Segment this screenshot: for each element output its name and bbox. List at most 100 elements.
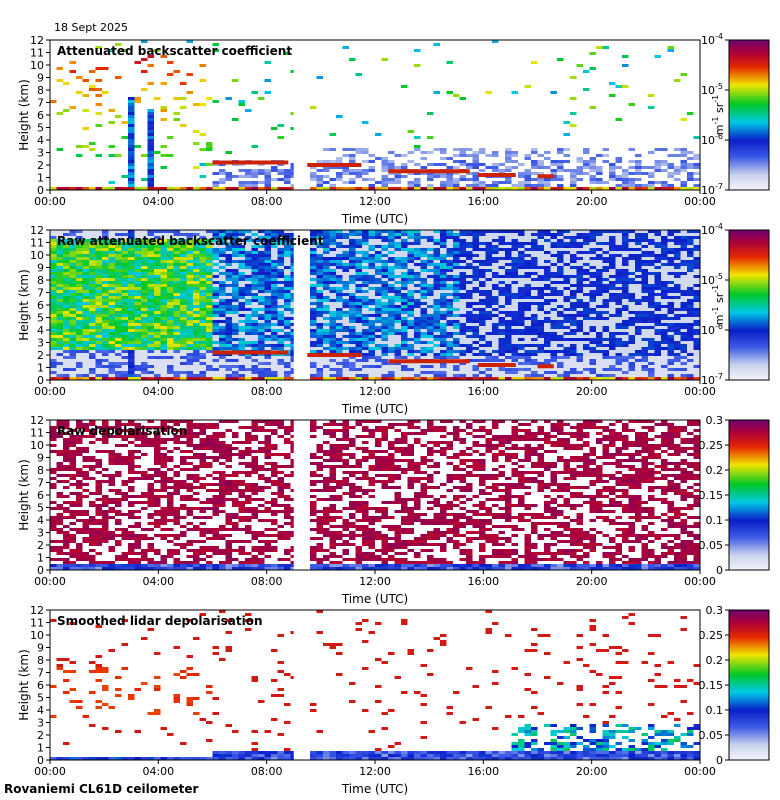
x-tick-label: 20:00 bbox=[576, 385, 608, 398]
colorbar-tick-label: 10-4 bbox=[701, 222, 723, 237]
x-axis-label: Time (UTC) bbox=[341, 402, 408, 416]
x-tick-label: 04:00 bbox=[142, 385, 174, 398]
data-gap bbox=[293, 610, 306, 760]
y-tick-label: 0 bbox=[37, 374, 44, 387]
colorbar-unit-label: m-1 sr-1 bbox=[711, 285, 726, 325]
y-tick-label: 5 bbox=[37, 312, 44, 325]
y-tick-label: 10 bbox=[30, 59, 44, 72]
y-axis-label: Height (km) bbox=[17, 459, 31, 530]
x-tick-label: 12:00 bbox=[359, 575, 391, 588]
x-tick-label: 16:00 bbox=[467, 385, 499, 398]
y-tick-label: 9 bbox=[37, 642, 44, 655]
x-axis-label: Time (UTC) bbox=[341, 782, 408, 796]
panel-title: Raw depolarisation bbox=[57, 424, 187, 438]
colorbar-tick-label: 10-4 bbox=[701, 32, 723, 47]
x-tick-label: 00:00 bbox=[684, 575, 716, 588]
colorbar: 10-710-610-510-4m-1 sr-1 bbox=[701, 32, 770, 197]
colorbar-tick-label: 0.05 bbox=[699, 729, 724, 742]
colorbar: 10-710-610-510-4m-1 sr-1 bbox=[701, 222, 770, 387]
y-tick-label: 12 bbox=[30, 224, 44, 237]
x-tick-label: 08:00 bbox=[251, 765, 283, 778]
x-tick-label: 00:00 bbox=[34, 385, 66, 398]
colorbar-tick-label: 0 bbox=[716, 754, 723, 767]
x-tick-label: 04:00 bbox=[142, 765, 174, 778]
y-tick-label: 6 bbox=[37, 489, 44, 502]
colorbar-tick-label: 0.2 bbox=[706, 654, 724, 667]
x-tick-label: 16:00 bbox=[467, 765, 499, 778]
cloud-layer-mark bbox=[388, 169, 470, 174]
cloud-layer-mark bbox=[537, 364, 554, 369]
y-tick-label: 7 bbox=[37, 287, 44, 300]
data-gap bbox=[293, 40, 306, 190]
y-tick-label: 12 bbox=[30, 34, 44, 47]
colorbar: 0 0.05 0.1 0.15 0.2 0.25 0.3 bbox=[699, 414, 770, 577]
y-tick-label: 6 bbox=[37, 679, 44, 692]
y-tick-label: 0 bbox=[37, 754, 44, 767]
site-label: Rovaniemi CL61D ceilometer bbox=[4, 782, 199, 796]
y-tick-label: 2 bbox=[37, 539, 44, 552]
y-tick-label: 1 bbox=[37, 742, 44, 755]
y-tick-label: 5 bbox=[37, 502, 44, 515]
chart-panel-1: Attenuated backscatter coefficient012345… bbox=[17, 32, 770, 226]
y-tick-label: 2 bbox=[37, 349, 44, 362]
y-tick-label: 3 bbox=[37, 717, 44, 730]
x-tick-label: 20:00 bbox=[576, 575, 608, 588]
cloud-layer-mark bbox=[307, 163, 362, 167]
y-axis-label: Height (km) bbox=[17, 79, 31, 150]
x-axis-label: Time (UTC) bbox=[341, 592, 408, 606]
heatmap-texture bbox=[50, 40, 700, 190]
chart-panel-4: Smoothed lidar depolarisation01234567891… bbox=[17, 604, 770, 796]
cloud-layer-mark bbox=[388, 359, 470, 364]
y-tick-label: 7 bbox=[37, 477, 44, 490]
y-tick-label: 9 bbox=[37, 452, 44, 465]
y-tick-label: 5 bbox=[37, 122, 44, 135]
cloud-layer-mark bbox=[307, 353, 362, 357]
cloud-layer-mark bbox=[212, 160, 289, 165]
y-tick-label: 12 bbox=[30, 414, 44, 427]
x-tick-label: 16:00 bbox=[467, 575, 499, 588]
colorbar-tick-label: 0.1 bbox=[706, 704, 724, 717]
heatmap-texture bbox=[50, 230, 700, 380]
colorbar-tick-label: 0.15 bbox=[699, 679, 724, 692]
x-tick-label: 00:00 bbox=[684, 195, 716, 208]
x-tick-label: 12:00 bbox=[359, 195, 391, 208]
x-tick-label: 08:00 bbox=[251, 195, 283, 208]
y-tick-label: 8 bbox=[37, 654, 44, 667]
y-tick-label: 2 bbox=[37, 729, 44, 742]
colorbar-tick-label: 0.05 bbox=[699, 539, 724, 552]
cloud-layer-mark bbox=[477, 173, 516, 177]
y-tick-label: 1 bbox=[37, 362, 44, 375]
x-tick-label: 00:00 bbox=[34, 575, 66, 588]
y-tick-label: 2 bbox=[37, 159, 44, 172]
x-tick-label: 08:00 bbox=[251, 385, 283, 398]
colorbar-tick-label: 0.2 bbox=[706, 464, 724, 477]
y-tick-label: 4 bbox=[37, 324, 44, 337]
colorbar-tick-label: 10-7 bbox=[701, 182, 723, 197]
y-tick-label: 1 bbox=[37, 172, 44, 185]
y-tick-label: 10 bbox=[30, 249, 44, 262]
y-axis-label: Height (km) bbox=[17, 269, 31, 340]
x-tick-label: 04:00 bbox=[142, 195, 174, 208]
y-tick-label: 4 bbox=[37, 514, 44, 527]
colorbar-tick-label: 0.3 bbox=[706, 414, 724, 427]
y-tick-label: 11 bbox=[30, 237, 44, 250]
y-tick-label: 0 bbox=[37, 564, 44, 577]
y-tick-label: 11 bbox=[30, 47, 44, 60]
y-tick-label: 12 bbox=[30, 604, 44, 617]
y-tick-label: 10 bbox=[30, 629, 44, 642]
y-tick-label: 11 bbox=[30, 427, 44, 440]
colorbar-tick-label: 0.1 bbox=[706, 514, 724, 527]
y-tick-label: 9 bbox=[37, 72, 44, 85]
y-tick-label: 1 bbox=[37, 552, 44, 565]
y-tick-label: 7 bbox=[37, 667, 44, 680]
x-tick-label: 00:00 bbox=[34, 195, 66, 208]
x-tick-label: 12:00 bbox=[359, 385, 391, 398]
y-tick-label: 6 bbox=[37, 299, 44, 312]
colorbar: 0 0.05 0.1 0.15 0.2 0.25 0.3 bbox=[699, 604, 770, 767]
heatmap-texture bbox=[50, 420, 700, 570]
heatmap-texture bbox=[50, 610, 700, 760]
x-tick-label: 00:00 bbox=[34, 765, 66, 778]
y-tick-label: 8 bbox=[37, 84, 44, 97]
